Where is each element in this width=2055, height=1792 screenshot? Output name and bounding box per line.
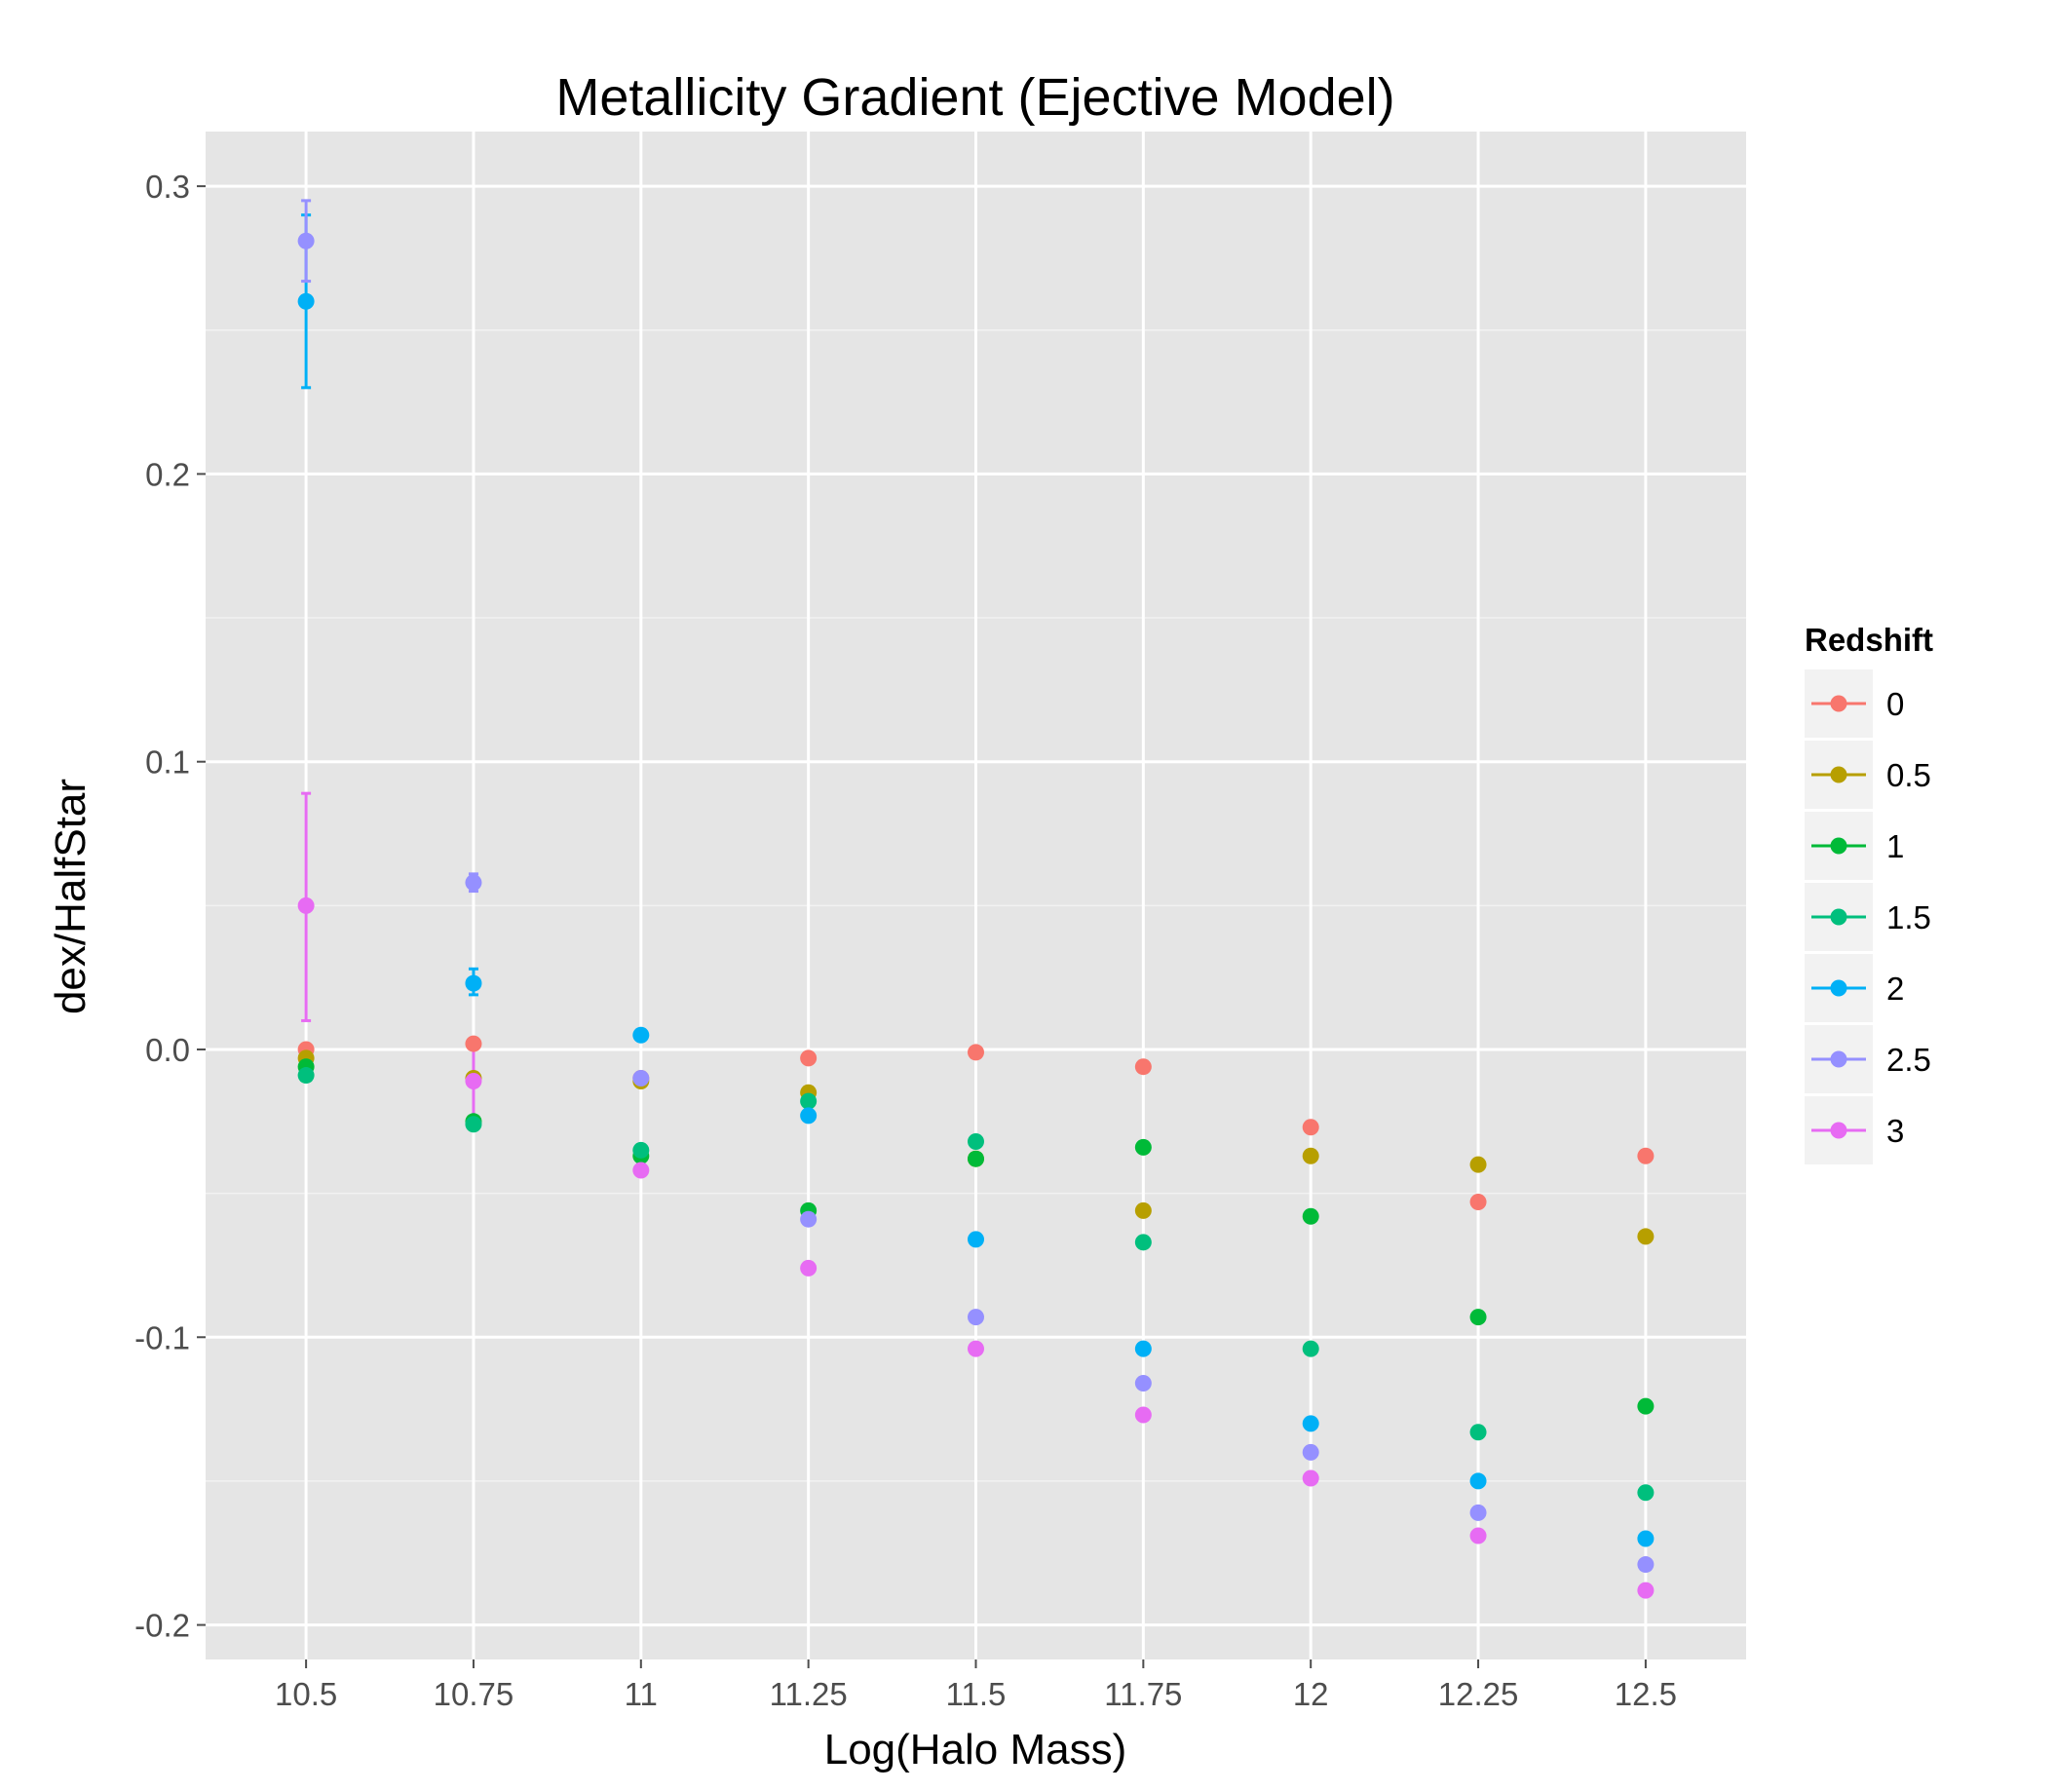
data-point — [968, 1340, 984, 1357]
data-point — [465, 874, 482, 892]
data-point — [1637, 1147, 1655, 1164]
y-tick-label: 0.1 — [145, 744, 190, 781]
data-point — [1134, 1058, 1152, 1076]
data-point — [1469, 1193, 1487, 1210]
data-points — [297, 232, 1655, 1599]
x-tick-label: 11.75 — [1104, 1676, 1182, 1712]
y-tick-label: 0.3 — [145, 169, 190, 205]
legend-label: 0.5 — [1886, 757, 1931, 793]
chart-title: Metallicity Gradient (Ejective Model) — [555, 68, 1394, 127]
data-point — [1469, 1156, 1487, 1173]
data-point — [1637, 1556, 1655, 1574]
data-point — [1134, 1375, 1152, 1392]
data-point — [632, 1162, 650, 1179]
data-point — [968, 1231, 984, 1248]
data-point — [1637, 1228, 1655, 1245]
data-point — [632, 1141, 650, 1159]
data-point — [968, 1044, 984, 1061]
legend-title: Redshift — [1805, 622, 1933, 658]
data-point — [800, 1259, 818, 1277]
data-point — [968, 1150, 984, 1167]
legend-key-point — [1830, 908, 1847, 926]
data-point — [1469, 1504, 1487, 1521]
data-point — [800, 1092, 818, 1110]
data-point — [968, 1309, 984, 1326]
y-tick-label: -0.2 — [134, 1608, 190, 1644]
x-tick-label: 12.25 — [1438, 1676, 1519, 1712]
data-point — [1469, 1424, 1487, 1441]
y-axis-title: dex/HalfStar — [47, 779, 95, 1014]
data-point — [1637, 1582, 1655, 1599]
x-tick-label: 10.5 — [275, 1676, 337, 1712]
data-point — [800, 1049, 818, 1067]
legend-label: 2 — [1886, 971, 1904, 1007]
data-point — [1302, 1340, 1319, 1357]
data-point — [465, 1035, 482, 1052]
data-point — [632, 1026, 650, 1044]
x-tick-label: 12 — [1293, 1676, 1329, 1712]
data-point — [968, 1132, 984, 1150]
data-point — [1302, 1469, 1319, 1487]
legend: Redshift 0 0.5 1 1.5 2 2.5 3 — [1805, 622, 1933, 1164]
data-point — [800, 1107, 818, 1125]
x-axis-title: Log(Halo Mass) — [824, 1726, 1127, 1773]
y-axis-ticks: -0.2 -0.1 0.0 0.1 0.2 0.3 — [134, 169, 206, 1644]
data-point — [465, 1116, 482, 1133]
legend-label: 0 — [1886, 686, 1904, 722]
legend-label: 3 — [1886, 1113, 1904, 1149]
data-point — [297, 896, 315, 914]
data-point — [1134, 1340, 1152, 1357]
data-point — [800, 1210, 818, 1228]
legend-key-point — [1830, 766, 1847, 783]
legend-key-point — [1830, 837, 1847, 855]
legend-key-point — [1830, 979, 1847, 997]
legend-label: 1.5 — [1886, 899, 1931, 935]
x-tick-label: 12.5 — [1615, 1676, 1677, 1712]
legend-key-point — [1830, 695, 1847, 712]
data-point — [1302, 1207, 1319, 1225]
data-point — [297, 292, 315, 310]
x-tick-label: 11.5 — [946, 1676, 1007, 1712]
x-tick-label: 10.75 — [434, 1676, 514, 1712]
data-point — [297, 1067, 315, 1085]
y-tick-label: 0.0 — [145, 1032, 190, 1068]
y-tick-label: -0.1 — [134, 1319, 190, 1355]
data-point — [1134, 1406, 1152, 1424]
legend-key-point — [1830, 1050, 1847, 1068]
data-point — [1469, 1309, 1487, 1326]
x-tick-label: 11 — [625, 1676, 658, 1712]
legend-key-point — [1830, 1122, 1847, 1139]
data-point — [1302, 1147, 1319, 1164]
data-point — [297, 232, 315, 249]
y-tick-label: 0.2 — [145, 456, 190, 492]
data-point — [1302, 1119, 1319, 1136]
data-point — [1469, 1472, 1487, 1490]
data-point — [1134, 1234, 1152, 1251]
data-point — [1134, 1201, 1152, 1219]
x-axis-ticks: 10.5 10.75 11 11.25 11.5 11.75 12 12.25 12.5 — [275, 1659, 1677, 1712]
x-tick-label: 11.25 — [770, 1676, 848, 1712]
data-point — [1302, 1415, 1319, 1432]
data-point — [465, 974, 482, 992]
legend-label: 1 — [1886, 828, 1904, 864]
data-point — [1637, 1484, 1655, 1502]
data-point — [1302, 1443, 1319, 1461]
data-point — [1134, 1138, 1152, 1156]
legend-label: 2.5 — [1886, 1042, 1931, 1078]
data-point — [1637, 1397, 1655, 1415]
data-point — [1469, 1527, 1487, 1544]
data-point — [1637, 1530, 1655, 1547]
data-point — [465, 1072, 482, 1089]
data-point — [632, 1070, 650, 1087]
